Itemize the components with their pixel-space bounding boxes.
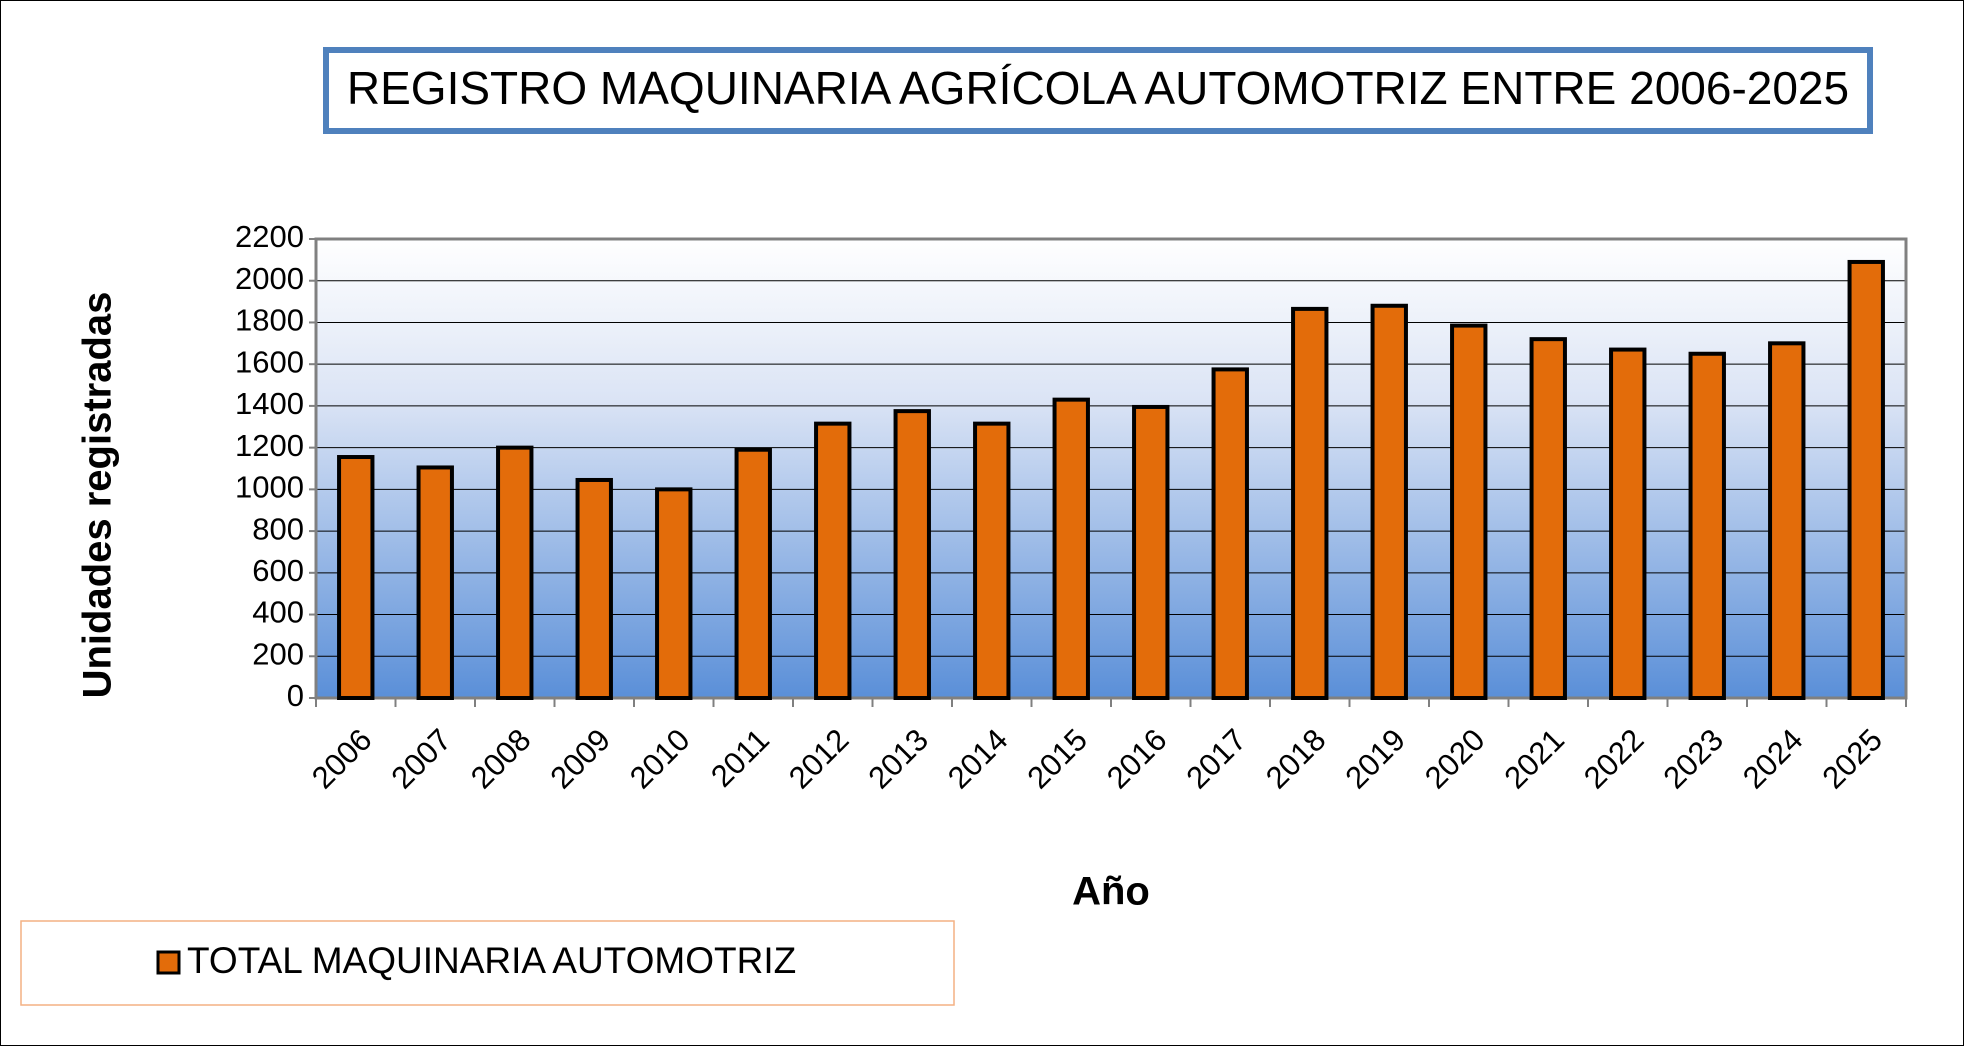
bar [814, 421, 852, 700]
legend-swatch [156, 950, 181, 975]
bar [655, 487, 693, 701]
bar [1450, 323, 1488, 700]
bar [416, 465, 454, 700]
y-tick-label: 1800 [235, 303, 304, 338]
y-tick-label: 800 [252, 511, 304, 546]
y-tick-label: 1600 [235, 344, 304, 379]
y-tick-label: 2000 [235, 261, 304, 296]
title-box [323, 47, 1873, 134]
y-tick-label: 1000 [235, 470, 304, 505]
plot-area [316, 239, 1906, 698]
bar [973, 421, 1011, 700]
bar [1291, 306, 1329, 700]
bar [893, 409, 931, 700]
y-tick-label: 600 [252, 553, 304, 588]
x-axis-label: Año [1072, 870, 1150, 914]
y-tick-label: 0 [287, 678, 304, 713]
bar [1211, 367, 1249, 700]
bar [337, 455, 375, 700]
y-tick-label: 200 [252, 636, 304, 671]
chart-title: REGISTRO MAQUINARIA AGRÍCOLA AUTOMOTRIZ … [347, 62, 1849, 114]
bar [1529, 337, 1567, 700]
y-tick-label: 2200 [235, 219, 304, 254]
bar [1370, 303, 1408, 700]
y-tick-label: 1400 [235, 386, 304, 421]
bar [1768, 341, 1806, 700]
bar [1609, 347, 1647, 700]
y-tick-label: 1200 [235, 428, 304, 463]
bar [575, 477, 613, 700]
bar [1847, 259, 1885, 700]
y-tick-label: 400 [252, 595, 304, 630]
bar [496, 445, 534, 700]
bar [734, 447, 772, 700]
legend-label: TOTAL MAQUINARIA AUTOMOTRIZ [187, 940, 796, 981]
bar [1052, 397, 1090, 700]
y-axis-label: Unidades registradas [76, 292, 120, 699]
bar [1688, 351, 1726, 700]
bar [1132, 404, 1170, 700]
